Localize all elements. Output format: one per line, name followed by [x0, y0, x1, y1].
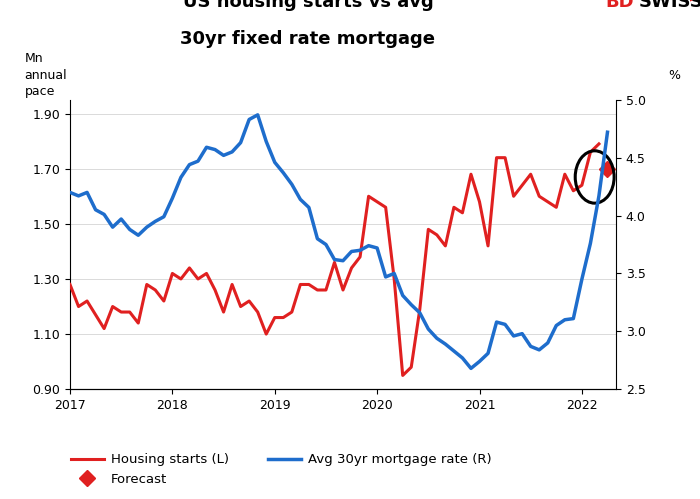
Text: BD: BD	[606, 0, 634, 10]
Legend: Housing starts (L), Forecast, Avg 30yr mortgage rate (R): Housing starts (L), Forecast, Avg 30yr m…	[66, 448, 496, 491]
Text: Mn: Mn	[25, 52, 43, 65]
Text: ▶: ▶	[690, 0, 699, 2]
Text: 30yr fixed rate mortgage: 30yr fixed rate mortgage	[181, 30, 435, 48]
Text: pace: pace	[25, 85, 55, 98]
Text: annual: annual	[25, 69, 67, 82]
Text: US housing starts vs avg: US housing starts vs avg	[183, 0, 433, 10]
Text: SWISS: SWISS	[639, 0, 700, 10]
Text: %: %	[668, 69, 680, 82]
